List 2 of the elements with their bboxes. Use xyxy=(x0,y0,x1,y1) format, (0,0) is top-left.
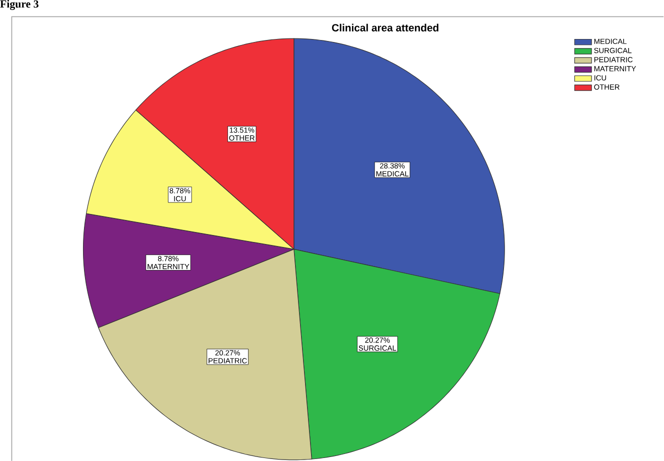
chart-title: Clinical area attended xyxy=(332,24,438,32)
caption: Figure 3 xyxy=(0,0,38,10)
